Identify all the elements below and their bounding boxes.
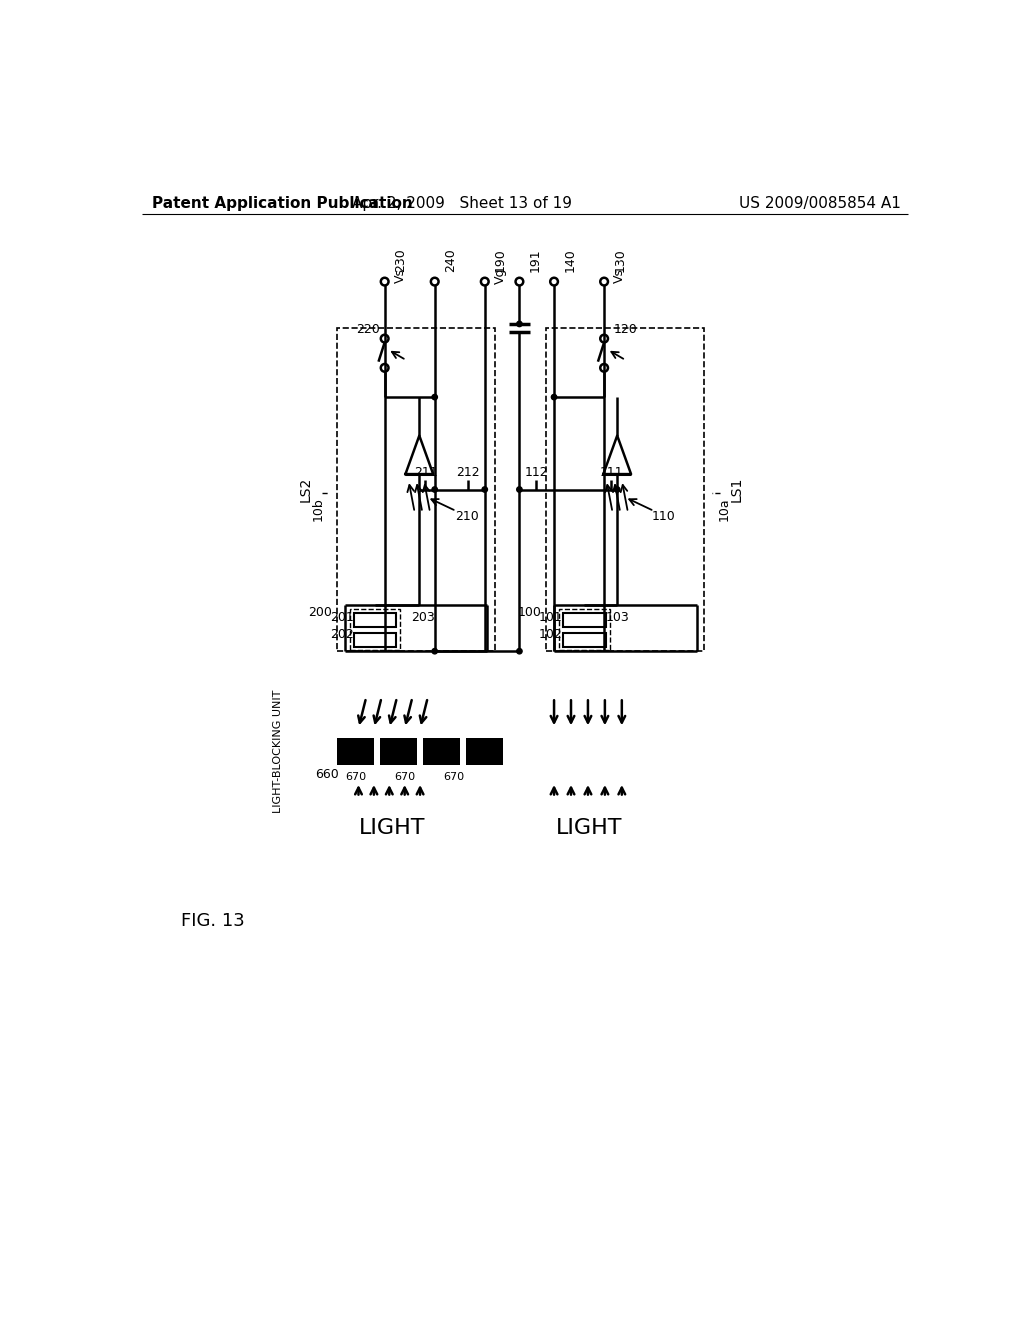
Bar [380, 738, 417, 766]
Text: 190: 190 [494, 248, 507, 272]
Text: Vs: Vs [613, 268, 627, 282]
Text: 10a: 10a [718, 496, 731, 520]
Text: 220: 220 [356, 323, 380, 335]
Text: 203: 203 [412, 611, 435, 624]
Text: 102: 102 [539, 628, 563, 640]
Text: LIGHT-BLOCKING UNIT: LIGHT-BLOCKING UNIT [273, 689, 283, 813]
Bar [466, 738, 503, 766]
Text: 111: 111 [599, 466, 623, 479]
Text: 670: 670 [394, 772, 416, 783]
Text: 210: 210 [456, 510, 479, 523]
Bar [350, 609, 400, 651]
Text: 202: 202 [330, 628, 353, 640]
Text: 201: 201 [330, 611, 353, 624]
Text: FIG. 13: FIG. 13 [180, 912, 245, 929]
Text: 112: 112 [524, 466, 548, 479]
Text: 100: 100 [517, 606, 542, 619]
Bar [337, 738, 374, 766]
Bar [547, 327, 705, 651]
Bar [559, 609, 609, 651]
Text: 240: 240 [444, 248, 457, 272]
Text: 103: 103 [605, 611, 629, 624]
Text: LIGHT: LIGHT [359, 818, 426, 838]
Text: LS2: LS2 [299, 477, 313, 502]
Bar [354, 612, 396, 627]
Text: Patent Application Publication: Patent Application Publication [153, 195, 413, 211]
Bar [423, 738, 460, 766]
Circle shape [432, 648, 437, 653]
Text: 200: 200 [308, 606, 332, 619]
Circle shape [517, 648, 522, 653]
Bar [563, 632, 605, 647]
Circle shape [614, 487, 620, 492]
Text: 670: 670 [345, 772, 366, 783]
Text: Apr. 2, 2009   Sheet 13 of 19: Apr. 2, 2009 Sheet 13 of 19 [351, 195, 571, 211]
Bar [563, 612, 605, 627]
Text: US 2009/0085854 A1: US 2009/0085854 A1 [738, 195, 900, 211]
Text: LIGHT: LIGHT [555, 818, 622, 838]
Text: 670: 670 [443, 772, 465, 783]
Text: 191: 191 [528, 248, 542, 272]
Text: 120: 120 [613, 323, 638, 335]
Text: Vs: Vs [394, 268, 407, 282]
Bar [354, 632, 396, 647]
Circle shape [517, 487, 522, 492]
Text: 10b: 10b [312, 496, 325, 520]
Circle shape [432, 395, 437, 400]
Text: LS1: LS1 [729, 477, 743, 502]
Text: 130: 130 [613, 248, 627, 272]
Text: Vg: Vg [494, 267, 507, 284]
Text: 140: 140 [563, 248, 577, 272]
Bar [337, 327, 495, 651]
Circle shape [517, 321, 522, 326]
Text: 212: 212 [456, 466, 479, 479]
Text: 660: 660 [315, 768, 339, 781]
Text: 101: 101 [539, 611, 563, 624]
Text: 230: 230 [394, 248, 407, 272]
Circle shape [482, 487, 487, 492]
Text: 211: 211 [414, 466, 437, 479]
Circle shape [432, 487, 437, 492]
Text: 110: 110 [651, 510, 675, 523]
Circle shape [551, 395, 557, 400]
